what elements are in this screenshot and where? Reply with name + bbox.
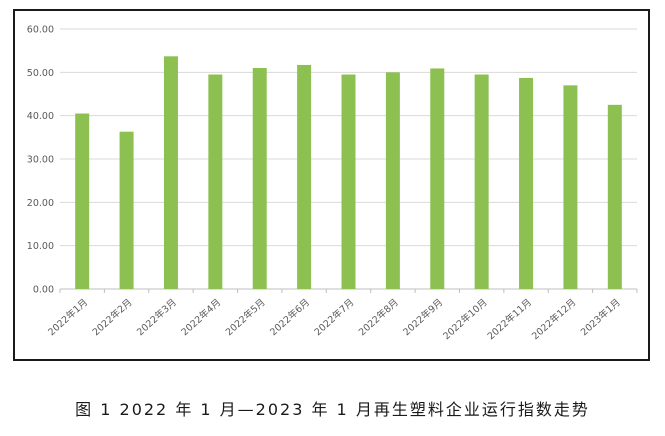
bar — [341, 74, 356, 289]
x-category-label: 2022年1月 — [46, 296, 91, 338]
bar — [430, 68, 445, 289]
bars — [75, 56, 622, 289]
x-category-label: 2022年7月 — [312, 296, 357, 338]
x-category-label: 2022年12月 — [529, 296, 578, 342]
bar — [208, 74, 223, 289]
x-category-label: 2022年6月 — [268, 296, 313, 338]
bar — [519, 77, 534, 289]
bar — [474, 74, 489, 289]
bar — [297, 64, 312, 289]
x-category-label: 2022年11月 — [485, 296, 534, 342]
y-tick-label: 20.00 — [27, 198, 54, 209]
bar — [385, 72, 400, 289]
y-axis-ticks: 0.00 10.00 20.00 30.00 40.00 50.00 60.00 — [27, 25, 54, 296]
bar — [563, 85, 578, 289]
x-axis — [59, 289, 638, 293]
y-tick-label: 30.00 — [27, 155, 54, 166]
bar — [119, 131, 134, 289]
x-category-label: 2022年2月 — [90, 296, 135, 338]
bar-chart: 0.00 10.00 20.00 30.00 40.00 50.00 60.00 2022年… — [27, 25, 638, 342]
x-category-label: 2022年3月 — [134, 296, 179, 338]
bar — [607, 104, 622, 289]
y-tick-label: 0.00 — [33, 285, 54, 296]
figure-caption: 图 1 2022 年 1 月—2023 年 1 月再生塑料企业运行指数走势 — [75, 400, 590, 419]
x-category-label: 2022年9月 — [401, 296, 446, 338]
bar — [252, 68, 267, 289]
x-category-label: 2022年4月 — [179, 296, 224, 338]
x-category-label: 2022年5月 — [223, 296, 268, 338]
x-category-label: 2022年8月 — [356, 296, 401, 338]
chart-frame: 0.00 10.00 20.00 30.00 40.00 50.00 60.00 2022年… — [13, 9, 650, 361]
y-tick-label: 10.00 — [27, 241, 54, 252]
x-category-label: 2023年1月 — [578, 296, 623, 338]
bar — [163, 56, 178, 289]
y-tick-label: 40.00 — [27, 111, 54, 122]
y-tick-label: 50.00 — [27, 68, 54, 79]
bar — [75, 113, 90, 289]
x-category-label: 2022年10月 — [441, 296, 490, 342]
x-axis-categories: 2022年1月 2022年2月 2022年3月 2022年4月 2022年5月 2022年… — [46, 296, 623, 342]
y-tick-label: 60.00 — [27, 25, 54, 36]
